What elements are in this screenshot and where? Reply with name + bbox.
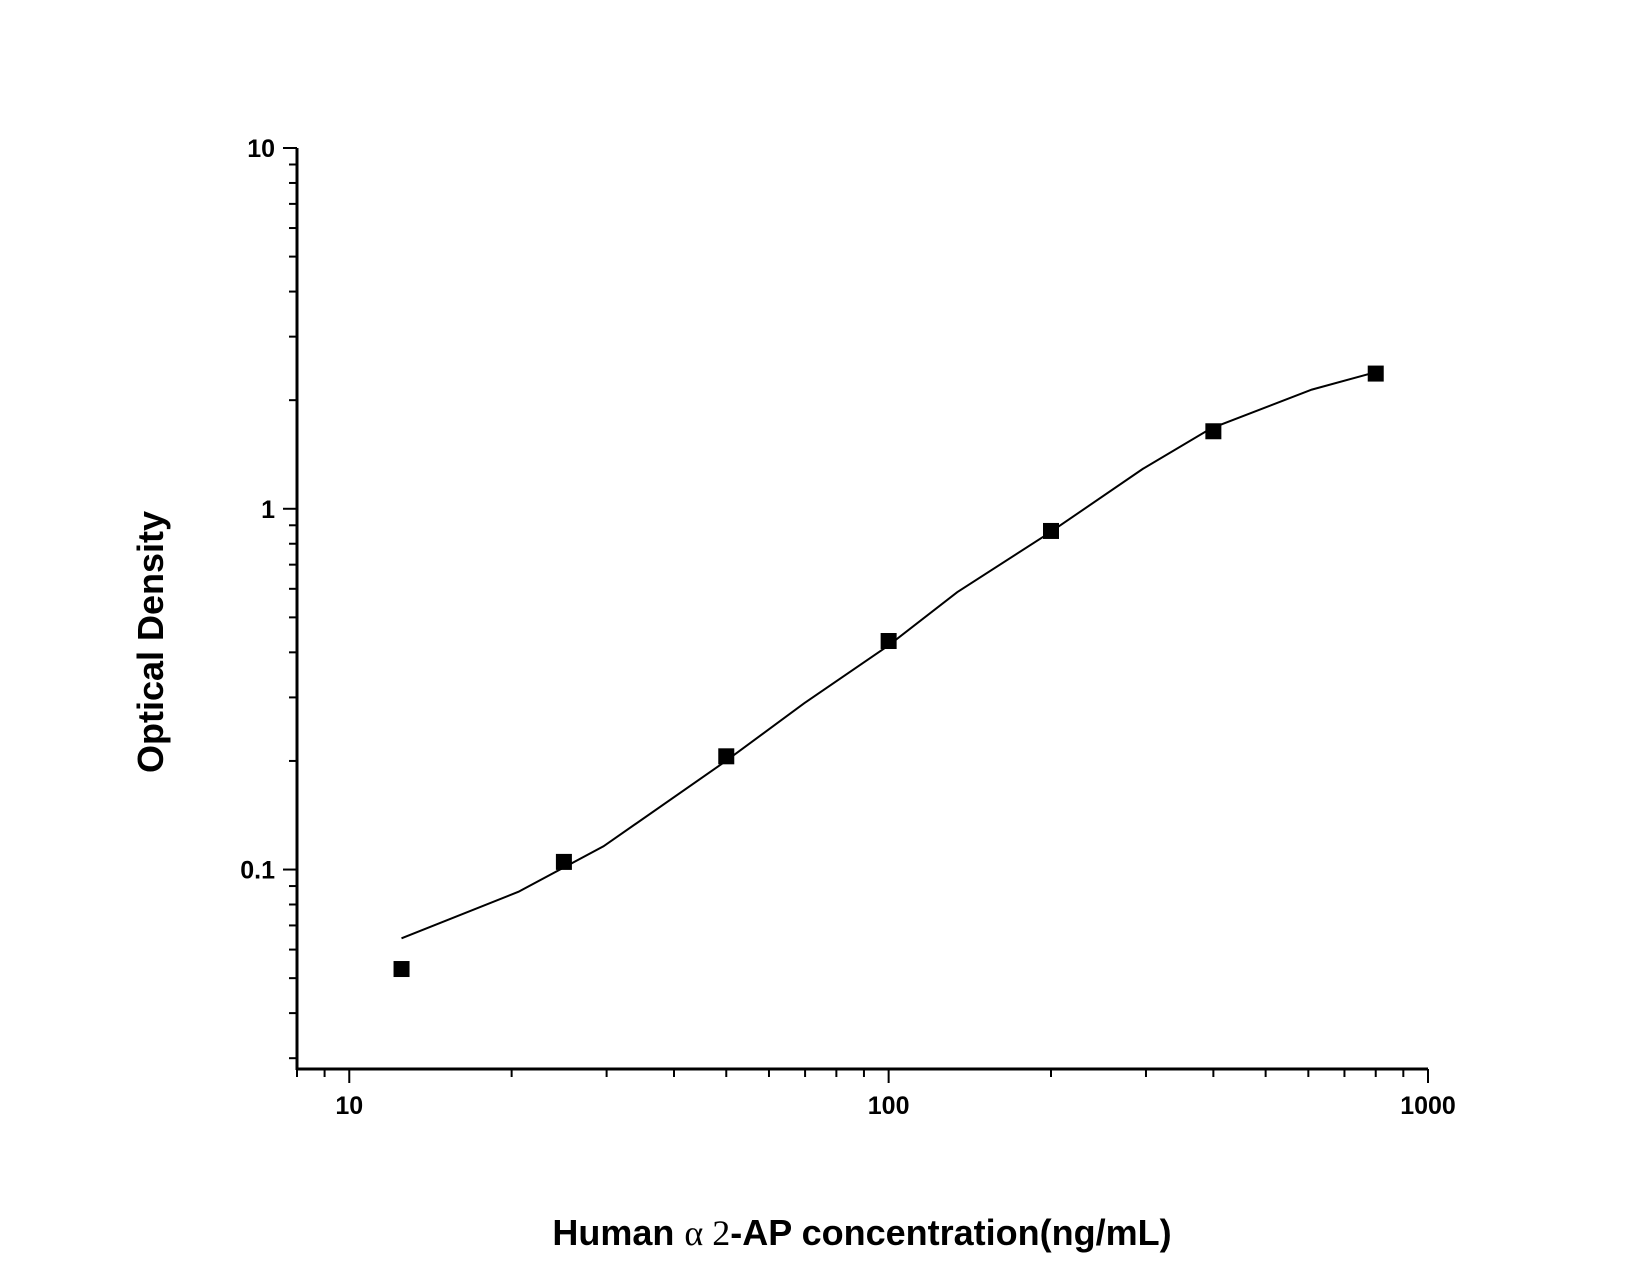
y-tick-label: 10 <box>247 135 275 163</box>
axes: 10 100 1000 0.1 1 10 <box>240 135 1456 1120</box>
data-point <box>1205 423 1222 440</box>
data-point <box>718 748 735 765</box>
x-axis-title-part: Human <box>552 1212 684 1253</box>
y-tick-label: 1 <box>261 496 275 524</box>
data-point <box>880 633 897 650</box>
y-tick-label: 0.1 <box>240 857 275 885</box>
x-axis-title-part: α 2 <box>684 1213 730 1253</box>
x-tick-label: 10 <box>335 1092 363 1120</box>
x-tick-label: 100 <box>868 1092 910 1120</box>
fitted-curve <box>401 371 1376 940</box>
x-axis-title-part: -AP concentration(ng/mL) <box>730 1212 1171 1253</box>
data-point <box>1043 522 1059 539</box>
data-point <box>393 961 410 978</box>
x-tick-label: 1000 <box>1400 1092 1456 1120</box>
data-point <box>1367 365 1384 382</box>
y-axis-title: Optical Density <box>130 511 171 773</box>
data-point <box>555 853 572 870</box>
x-axis-title: Human α 2-AP concentration(ng/mL) <box>552 1212 1171 1253</box>
plot-area <box>393 365 1384 978</box>
